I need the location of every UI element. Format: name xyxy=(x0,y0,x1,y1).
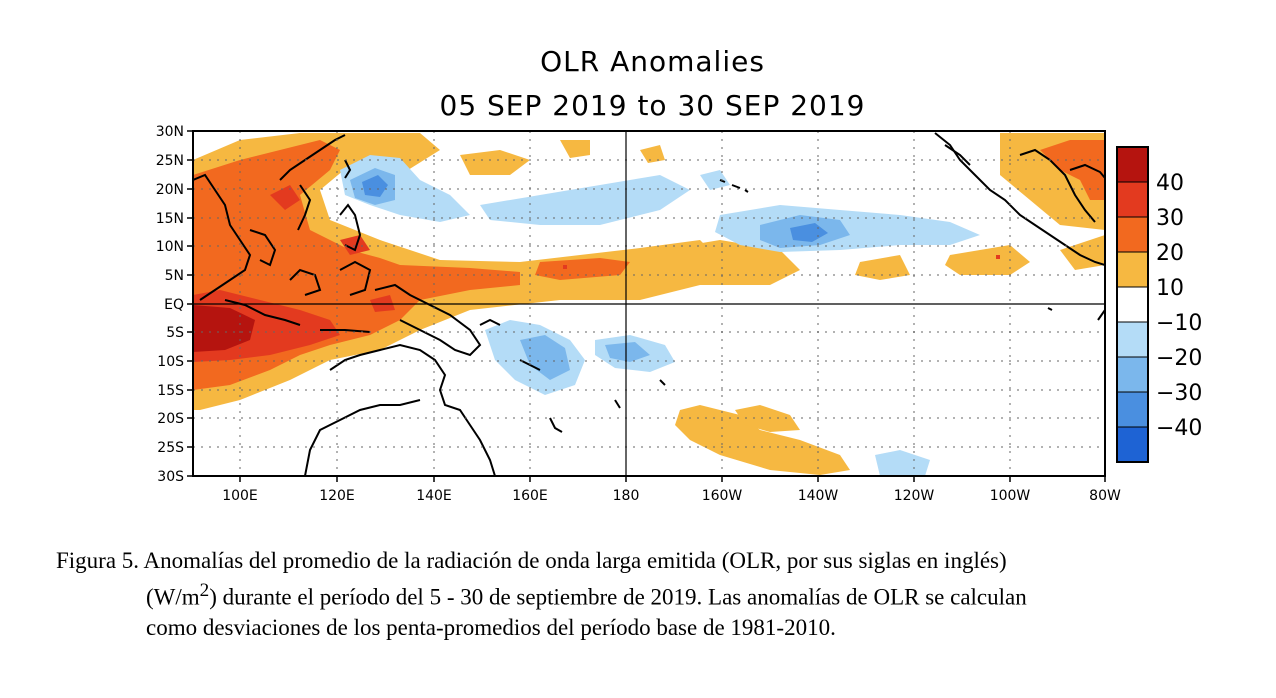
lat-label: EQ xyxy=(164,297,184,313)
colorbar-frame xyxy=(1116,146,1149,463)
caption-line-2: (W/m2) durante el período del 5 - 30 de … xyxy=(56,576,1246,613)
lat-label: 25N xyxy=(156,153,184,169)
lon-label: 120W xyxy=(894,488,935,504)
colorbar-bin-9 xyxy=(1117,427,1148,462)
map-title: OLR Anomalies xyxy=(540,45,765,78)
lat-label: 5N xyxy=(165,268,184,284)
colorbar-label: 30 xyxy=(1156,206,1184,231)
caption-line-2-post: ) durante el período del 5 - 30 de septi… xyxy=(209,584,1027,610)
lon-label: 140W xyxy=(798,488,839,504)
colorbar-bin-5 xyxy=(1117,287,1148,322)
figure-caption: Figura 5. Anomalías del promedio de la r… xyxy=(56,546,1246,643)
lat-label: 25S xyxy=(157,440,184,456)
lon-label: 140E xyxy=(416,488,452,504)
lon-label: 100E xyxy=(222,488,258,504)
caption-line-2-sup: 2 xyxy=(199,580,210,601)
colorbar-label: −30 xyxy=(1156,381,1202,406)
colorbar-label: −10 xyxy=(1156,311,1202,336)
lon-label: 80W xyxy=(1089,488,1121,504)
lon-label: 160W xyxy=(702,488,743,504)
caption-line-3: como desviaciones de los penta-promedios… xyxy=(146,614,836,640)
lon-label: 180 xyxy=(613,488,640,504)
reference-lines xyxy=(193,131,1105,476)
colorbar-label: −20 xyxy=(1156,346,1202,371)
colorbar-bin-6 xyxy=(1117,322,1148,357)
colorbar-label: 40 xyxy=(1156,171,1184,196)
colorbar-label: 10 xyxy=(1156,276,1184,301)
lat-label: 30N xyxy=(156,124,184,140)
map-subtitle: 05 SEP 2019 to 30 SEP 2019 xyxy=(439,89,866,122)
lon-label: 120E xyxy=(319,488,355,504)
contour-dots xyxy=(563,255,1000,269)
lat-axis: 30N 25N 20N 15N 10N 5N EQ 5S 10S 15S 20S… xyxy=(156,124,193,485)
anomaly-field xyxy=(193,131,1105,476)
lat-label: 10N xyxy=(156,239,184,255)
colorbar-label: 20 xyxy=(1156,241,1184,266)
lat-label: 10S xyxy=(157,354,184,370)
lat-label: 30S xyxy=(157,469,184,485)
colorbar-bin-2 xyxy=(1117,182,1148,217)
colorbar-label: −40 xyxy=(1156,416,1202,441)
caption-line-2-pre: (W/m xyxy=(146,584,200,610)
coastlines xyxy=(193,132,1105,476)
lat-label: 5S xyxy=(166,325,184,341)
map-title-block: OLR Anomalies 05 SEP 2019 to 30 SEP 2019 xyxy=(200,40,1105,128)
lon-label: 160E xyxy=(512,488,548,504)
lat-label: 15N xyxy=(156,211,184,227)
lon-axis: 100E 120E 140E 160E 180 160W 140W 120W 1… xyxy=(222,476,1121,504)
colorbar-bin-7 xyxy=(1117,357,1148,392)
colorbar-bin-4 xyxy=(1117,252,1148,287)
colorbar-bin-1 xyxy=(1117,147,1148,182)
gridlines xyxy=(193,131,1105,476)
colorbar-bin-8 xyxy=(1117,392,1148,427)
lat-label: 20S xyxy=(157,411,184,427)
caption-line-1: Figura 5. Anomalías del promedio de la r… xyxy=(56,548,1007,573)
lat-label: 15S xyxy=(157,383,184,399)
colorbar: 40 30 20 10 −10 −20 −30 −40 xyxy=(1116,146,1202,463)
colorbar-bin-3 xyxy=(1117,217,1148,252)
lon-label: 100W xyxy=(990,488,1031,504)
lat-label: 20N xyxy=(156,182,184,198)
